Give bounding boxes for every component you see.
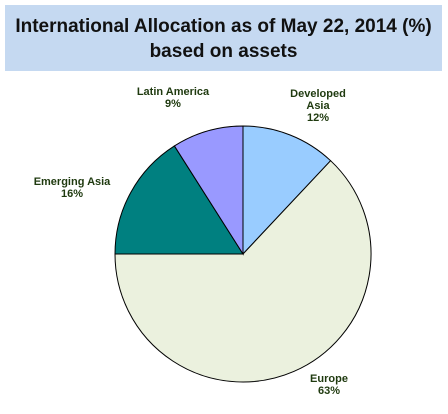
slice-label-latin-america: Latin America 9% xyxy=(137,86,210,110)
slice-label-emerging-asia: Emerging Asia 16% xyxy=(34,176,111,200)
chart-subtitle: based on assets xyxy=(149,41,298,62)
pie-slice-europe xyxy=(114,159,372,383)
slice-label-developed-asia: Developed Asia 12% xyxy=(290,88,346,124)
chart-title-box: International Allocation as of May 22, 2… xyxy=(5,5,442,71)
chart-title: International Allocation as of May 22, 2… xyxy=(15,16,432,37)
pie-slice-latin-america xyxy=(173,125,244,256)
pie-slice-developed-asia xyxy=(242,125,332,256)
pie-slice-emerging-asia xyxy=(114,145,244,255)
slice-label-europe: Europe 63% xyxy=(310,373,348,397)
